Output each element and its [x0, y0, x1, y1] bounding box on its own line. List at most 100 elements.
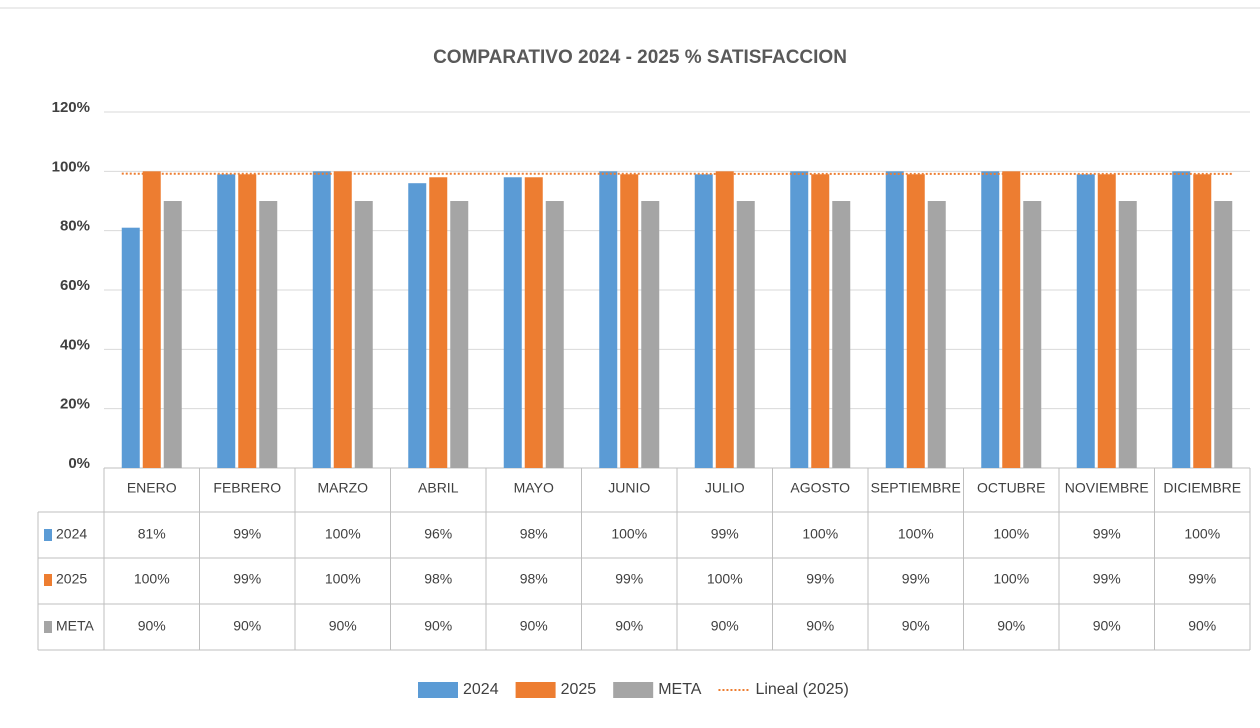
table-value: 90%: [1188, 618, 1216, 634]
bar: [694, 174, 713, 469]
table-value: 100%: [325, 571, 361, 587]
table-value: 99%: [711, 526, 739, 542]
table-value: 90%: [615, 618, 643, 634]
bar: [790, 171, 809, 469]
table-value: 99%: [806, 571, 834, 587]
table-series-name: 2024: [56, 526, 87, 542]
table-series-name: 2025: [56, 571, 87, 587]
bar: [163, 201, 182, 468]
table-value: 100%: [993, 571, 1029, 587]
table-legend-key: [44, 529, 52, 541]
legend-key: [515, 682, 556, 698]
table-value: 90%: [329, 618, 357, 634]
x-tick-label: JUNIO: [608, 480, 650, 496]
table-value: 96%: [424, 526, 452, 542]
table-value: 99%: [233, 571, 261, 587]
x-tick-label: FEBRERO: [213, 480, 281, 496]
x-tick-label: NOVIEMBRE: [1065, 480, 1149, 496]
bar: [354, 201, 373, 468]
bar: [620, 174, 639, 469]
bar: [811, 174, 830, 469]
bar: [312, 171, 331, 469]
table-legend-key: [44, 574, 52, 586]
y-tick-label: 0%: [68, 455, 90, 472]
table-value: 100%: [802, 526, 838, 542]
bar: [1076, 174, 1095, 469]
legend-label: 2024: [463, 681, 499, 698]
bar: [1002, 171, 1021, 469]
bar: [1118, 201, 1137, 468]
table-value: 99%: [1093, 571, 1121, 587]
table-value: 98%: [424, 571, 452, 587]
x-tick-label: ENERO: [127, 480, 177, 496]
bar: [450, 201, 469, 468]
y-tick-label: 40%: [60, 336, 90, 353]
legend-key: [418, 682, 458, 698]
bar: [1023, 201, 1042, 468]
bar: [524, 177, 543, 468]
legend-label: META: [658, 681, 702, 698]
bar: [927, 201, 946, 468]
bar: [1193, 174, 1212, 469]
bar: [429, 177, 448, 468]
chart-title: COMPARATIVO 2024 - 2025 % SATISFACCION: [433, 47, 847, 68]
bar: [715, 171, 734, 469]
bar: [333, 171, 352, 469]
y-tick-label: 20%: [60, 396, 90, 413]
bar: [408, 183, 427, 468]
table-value: 100%: [898, 526, 934, 542]
table-value: 100%: [707, 571, 743, 587]
table-value: 99%: [233, 526, 261, 542]
table-value: 100%: [325, 526, 361, 542]
y-tick-label: 60%: [60, 277, 90, 294]
x-tick-label: JULIO: [705, 480, 745, 496]
y-tick-label: 80%: [60, 218, 90, 235]
bar: [142, 171, 161, 469]
bar: [832, 201, 851, 468]
bar: [238, 174, 257, 469]
table-value: 90%: [902, 618, 930, 634]
table-value: 100%: [1184, 526, 1220, 542]
table-value: 99%: [902, 571, 930, 587]
bar: [981, 171, 1000, 469]
table-value: 99%: [1093, 526, 1121, 542]
y-tick-label: 120%: [52, 99, 90, 116]
bar: [641, 201, 660, 468]
bar: [1172, 171, 1191, 469]
table-value: 81%: [138, 526, 166, 542]
table-series-name: META: [56, 618, 95, 634]
table-value: 100%: [611, 526, 647, 542]
table-value: 100%: [993, 526, 1029, 542]
legend-key: [613, 682, 654, 698]
bar: [259, 201, 278, 468]
bar: [503, 177, 522, 468]
bar: [885, 171, 904, 469]
x-tick-label: AGOSTO: [790, 480, 850, 496]
table-value: 99%: [615, 571, 643, 587]
bar: [1097, 174, 1116, 469]
bar: [1214, 201, 1233, 468]
table-value: 90%: [806, 618, 834, 634]
table-value: 90%: [233, 618, 261, 634]
y-tick-label: 100%: [52, 158, 90, 175]
table-value: 99%: [1188, 571, 1216, 587]
legend-label: 2025: [561, 681, 597, 698]
table-value: 90%: [138, 618, 166, 634]
table-value: 90%: [1093, 618, 1121, 634]
x-tick-label: ABRIL: [418, 480, 459, 496]
x-tick-label: SEPTIEMBRE: [871, 480, 961, 496]
table-value: 98%: [520, 526, 548, 542]
table-value: 90%: [520, 618, 548, 634]
table-value: 98%: [520, 571, 548, 587]
legend-label: Lineal (2025): [755, 681, 848, 698]
bar: [906, 174, 925, 469]
x-tick-label: OCTUBRE: [977, 480, 1045, 496]
bar: [545, 201, 564, 468]
bar: [599, 171, 618, 469]
table-legend-key: [44, 621, 52, 633]
x-tick-label: MARZO: [317, 480, 368, 496]
bar: [121, 227, 140, 468]
x-tick-label: MAYO: [514, 480, 554, 496]
table-value: 90%: [424, 618, 452, 634]
